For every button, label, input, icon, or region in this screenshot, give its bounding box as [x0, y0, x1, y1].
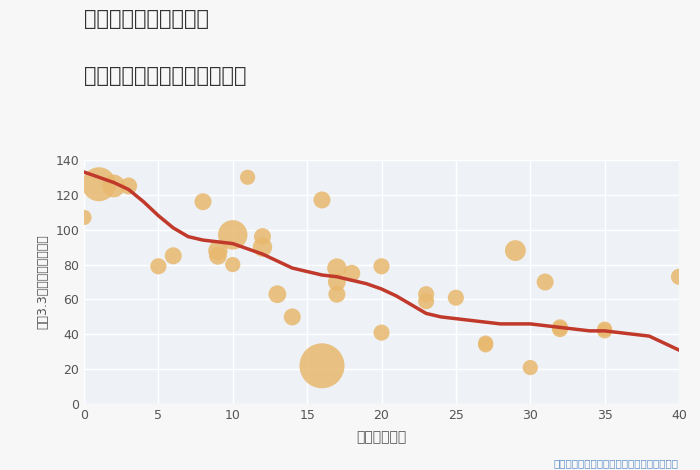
Point	[93, 180, 104, 188]
Point	[421, 290, 432, 298]
Point	[212, 247, 223, 254]
Point	[480, 341, 491, 349]
Point	[316, 362, 328, 369]
Point	[212, 252, 223, 259]
Point	[123, 182, 134, 190]
Point	[78, 214, 90, 221]
Point	[421, 298, 432, 305]
X-axis label: 築年数（年）: 築年数（年）	[356, 431, 407, 445]
Point	[242, 173, 253, 181]
Point	[480, 339, 491, 347]
Point	[316, 196, 328, 204]
Text: 築年数別中古マンション価格: 築年数別中古マンション価格	[84, 66, 246, 86]
Point	[153, 263, 164, 270]
Point	[331, 290, 342, 298]
Point	[525, 364, 536, 371]
Point	[673, 273, 685, 281]
Point	[227, 261, 238, 268]
Point	[108, 182, 119, 190]
Point	[287, 313, 298, 321]
Point	[346, 269, 357, 277]
Point	[272, 290, 283, 298]
Point	[554, 325, 566, 333]
Point	[376, 329, 387, 337]
Text: 奈良県奈良市二名町の: 奈良県奈良市二名町の	[84, 9, 209, 30]
Point	[450, 294, 461, 301]
Point	[168, 252, 179, 259]
Point	[510, 247, 521, 254]
Point	[554, 324, 566, 331]
Point	[599, 325, 610, 333]
Point	[257, 233, 268, 240]
Point	[197, 198, 209, 205]
Point	[540, 278, 551, 286]
Point	[331, 264, 342, 272]
Y-axis label: 坪（3.3㎡）単価（万円）: 坪（3.3㎡）単価（万円）	[36, 235, 50, 329]
Point	[376, 263, 387, 270]
Point	[227, 231, 238, 239]
Text: 円の大きさは、取引のあった物件面積を示す: 円の大きさは、取引のあった物件面積を示す	[554, 458, 679, 468]
Point	[257, 243, 268, 251]
Point	[331, 278, 342, 286]
Point	[599, 327, 610, 335]
